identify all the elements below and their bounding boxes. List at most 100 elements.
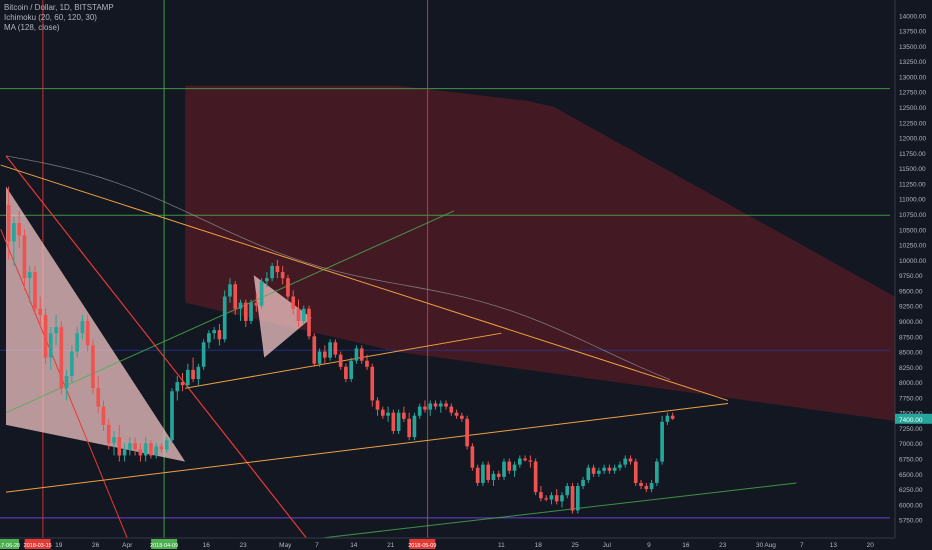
candle-body [375, 400, 380, 410]
candle-body [417, 406, 422, 416]
candle-body [491, 473, 496, 480]
y-tick-label: 12250.00 [899, 120, 926, 127]
candle-body [106, 424, 111, 444]
candle-body [486, 464, 491, 480]
symbol-title[interactable]: Bitcoin / Dollar, 1D, BITSTAMP [4, 3, 114, 12]
candle-body [228, 284, 232, 297]
x-tick-label: 19 [55, 542, 63, 549]
candle-body [365, 360, 369, 367]
candle-body [396, 412, 401, 432]
x-tick-label: 9 [647, 542, 651, 549]
candle-body [475, 467, 480, 483]
candle-body [554, 495, 559, 502]
candle-body [259, 281, 264, 306]
orange-trendline-mid [185, 332, 502, 389]
candle-body [407, 418, 411, 438]
candle-body [17, 223, 22, 236]
candle-body [27, 272, 32, 279]
candle-body [280, 272, 285, 279]
candle-body [618, 464, 622, 468]
candle-body [465, 418, 469, 447]
candle-body [149, 443, 153, 456]
time-axis-background [0, 538, 932, 550]
candle-body [423, 406, 427, 410]
ma-label[interactable]: MA (128, close) [4, 23, 60, 32]
x-tick-label: May [279, 542, 292, 549]
candle-body [138, 449, 143, 456]
candle-body [633, 461, 638, 483]
candle-body [133, 443, 137, 450]
candle-body [317, 351, 322, 364]
y-tick-label: 12500.00 [899, 105, 926, 112]
candle-body [265, 278, 269, 282]
candle-body [349, 360, 354, 380]
y-tick-label: 7250.00 [899, 426, 923, 433]
y-tick-label: 12000.00 [899, 136, 926, 143]
candle-body [628, 458, 633, 462]
x-tick-label: 13 [830, 542, 838, 549]
green-channel-lower [322, 482, 797, 539]
candle-body [122, 449, 127, 456]
candle-body [243, 302, 248, 321]
candle-body [212, 330, 216, 334]
candle-body [623, 458, 628, 465]
candle-body [80, 320, 85, 334]
date-flag-label: 2017-06-28 [0, 543, 20, 549]
x-tick-label: 30 [756, 542, 764, 549]
candle-body [296, 308, 301, 321]
candle-body [185, 369, 190, 386]
candle-body [670, 415, 675, 419]
candle-body [433, 403, 438, 407]
candle-body [191, 369, 195, 380]
candle-body [607, 467, 612, 471]
candle-body [291, 296, 296, 309]
candle-body [428, 403, 433, 410]
candle-body [412, 415, 417, 438]
candle-body [164, 440, 169, 450]
y-tick-label: 12750.00 [899, 90, 926, 97]
candle-body [222, 296, 227, 340]
date-flag-background [24, 539, 51, 549]
candle-body [517, 458, 522, 465]
candle-body [449, 406, 454, 413]
y-tick-label: 11750.00 [899, 151, 926, 158]
candle-body [170, 391, 174, 441]
candle-body [660, 421, 664, 462]
date-flag-label: 2018-03-15 [24, 543, 52, 549]
x-tick-label: 11 [498, 542, 505, 549]
candle-body [96, 388, 101, 407]
candle-body [54, 327, 58, 334]
date-flag-background [151, 539, 178, 549]
y-tick-label: 7000.00 [899, 441, 923, 448]
red-trendline-2 [0, 229, 128, 539]
x-tick-label: 23 [719, 542, 727, 549]
candle-body [649, 482, 654, 490]
candle-body [75, 333, 79, 352]
x-tick-label: 18 [535, 542, 543, 549]
y-tick-label: 13500.00 [899, 44, 926, 51]
y-tick-label: 8500.00 [899, 350, 923, 357]
candle-body [391, 412, 396, 432]
y-tick-label: 9750.00 [899, 273, 923, 280]
candle-body [402, 412, 406, 419]
candle-body [128, 443, 132, 450]
red-trendline [5, 155, 307, 539]
chart-legend: Bitcoin / Dollar, 1D, BITSTAMP Ichimoku … [4, 3, 114, 33]
y-tick-label: 10750.00 [899, 212, 926, 219]
candle-body [275, 265, 280, 273]
candle-body [112, 437, 116, 444]
ichimoku-label[interactable]: Ichimoku (20, 60, 120, 30) [4, 13, 97, 22]
date-flag-label: 2018-05-09 [408, 543, 436, 549]
candle-body [639, 482, 643, 487]
y-tick-label: 9000.00 [899, 319, 923, 326]
candle-body [254, 302, 259, 306]
y-tick-label: 9250.00 [899, 304, 923, 311]
date-flag-background [409, 539, 436, 549]
x-tick-label: 20 [867, 542, 875, 549]
x-tick-label: 23 [240, 542, 248, 549]
y-tick-label: 13250.00 [899, 59, 926, 66]
orange-trendline-bottom [5, 403, 729, 493]
green-channel-upper [5, 210, 455, 414]
